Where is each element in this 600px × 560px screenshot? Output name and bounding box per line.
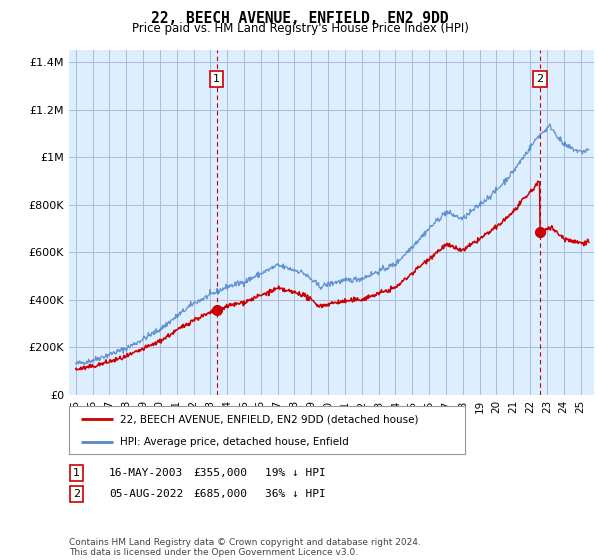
Text: 1: 1 [73, 468, 80, 478]
Text: Contains HM Land Registry data © Crown copyright and database right 2024.
This d: Contains HM Land Registry data © Crown c… [69, 538, 421, 557]
Text: 2: 2 [73, 489, 80, 499]
Text: 22, BEECH AVENUE, ENFIELD, EN2 9DD: 22, BEECH AVENUE, ENFIELD, EN2 9DD [151, 11, 449, 26]
Text: 22, BEECH AVENUE, ENFIELD, EN2 9DD (detached house): 22, BEECH AVENUE, ENFIELD, EN2 9DD (deta… [121, 414, 419, 424]
Text: HPI: Average price, detached house, Enfield: HPI: Average price, detached house, Enfi… [121, 437, 349, 447]
Text: 05-AUG-2022: 05-AUG-2022 [109, 489, 184, 499]
Text: £685,000: £685,000 [193, 489, 247, 499]
Text: Price paid vs. HM Land Registry's House Price Index (HPI): Price paid vs. HM Land Registry's House … [131, 22, 469, 35]
Text: 19% ↓ HPI: 19% ↓ HPI [265, 468, 326, 478]
Text: £355,000: £355,000 [193, 468, 247, 478]
Text: 16-MAY-2003: 16-MAY-2003 [109, 468, 184, 478]
Text: 36% ↓ HPI: 36% ↓ HPI [265, 489, 326, 499]
Text: 1: 1 [213, 74, 220, 84]
Text: 2: 2 [536, 74, 544, 84]
